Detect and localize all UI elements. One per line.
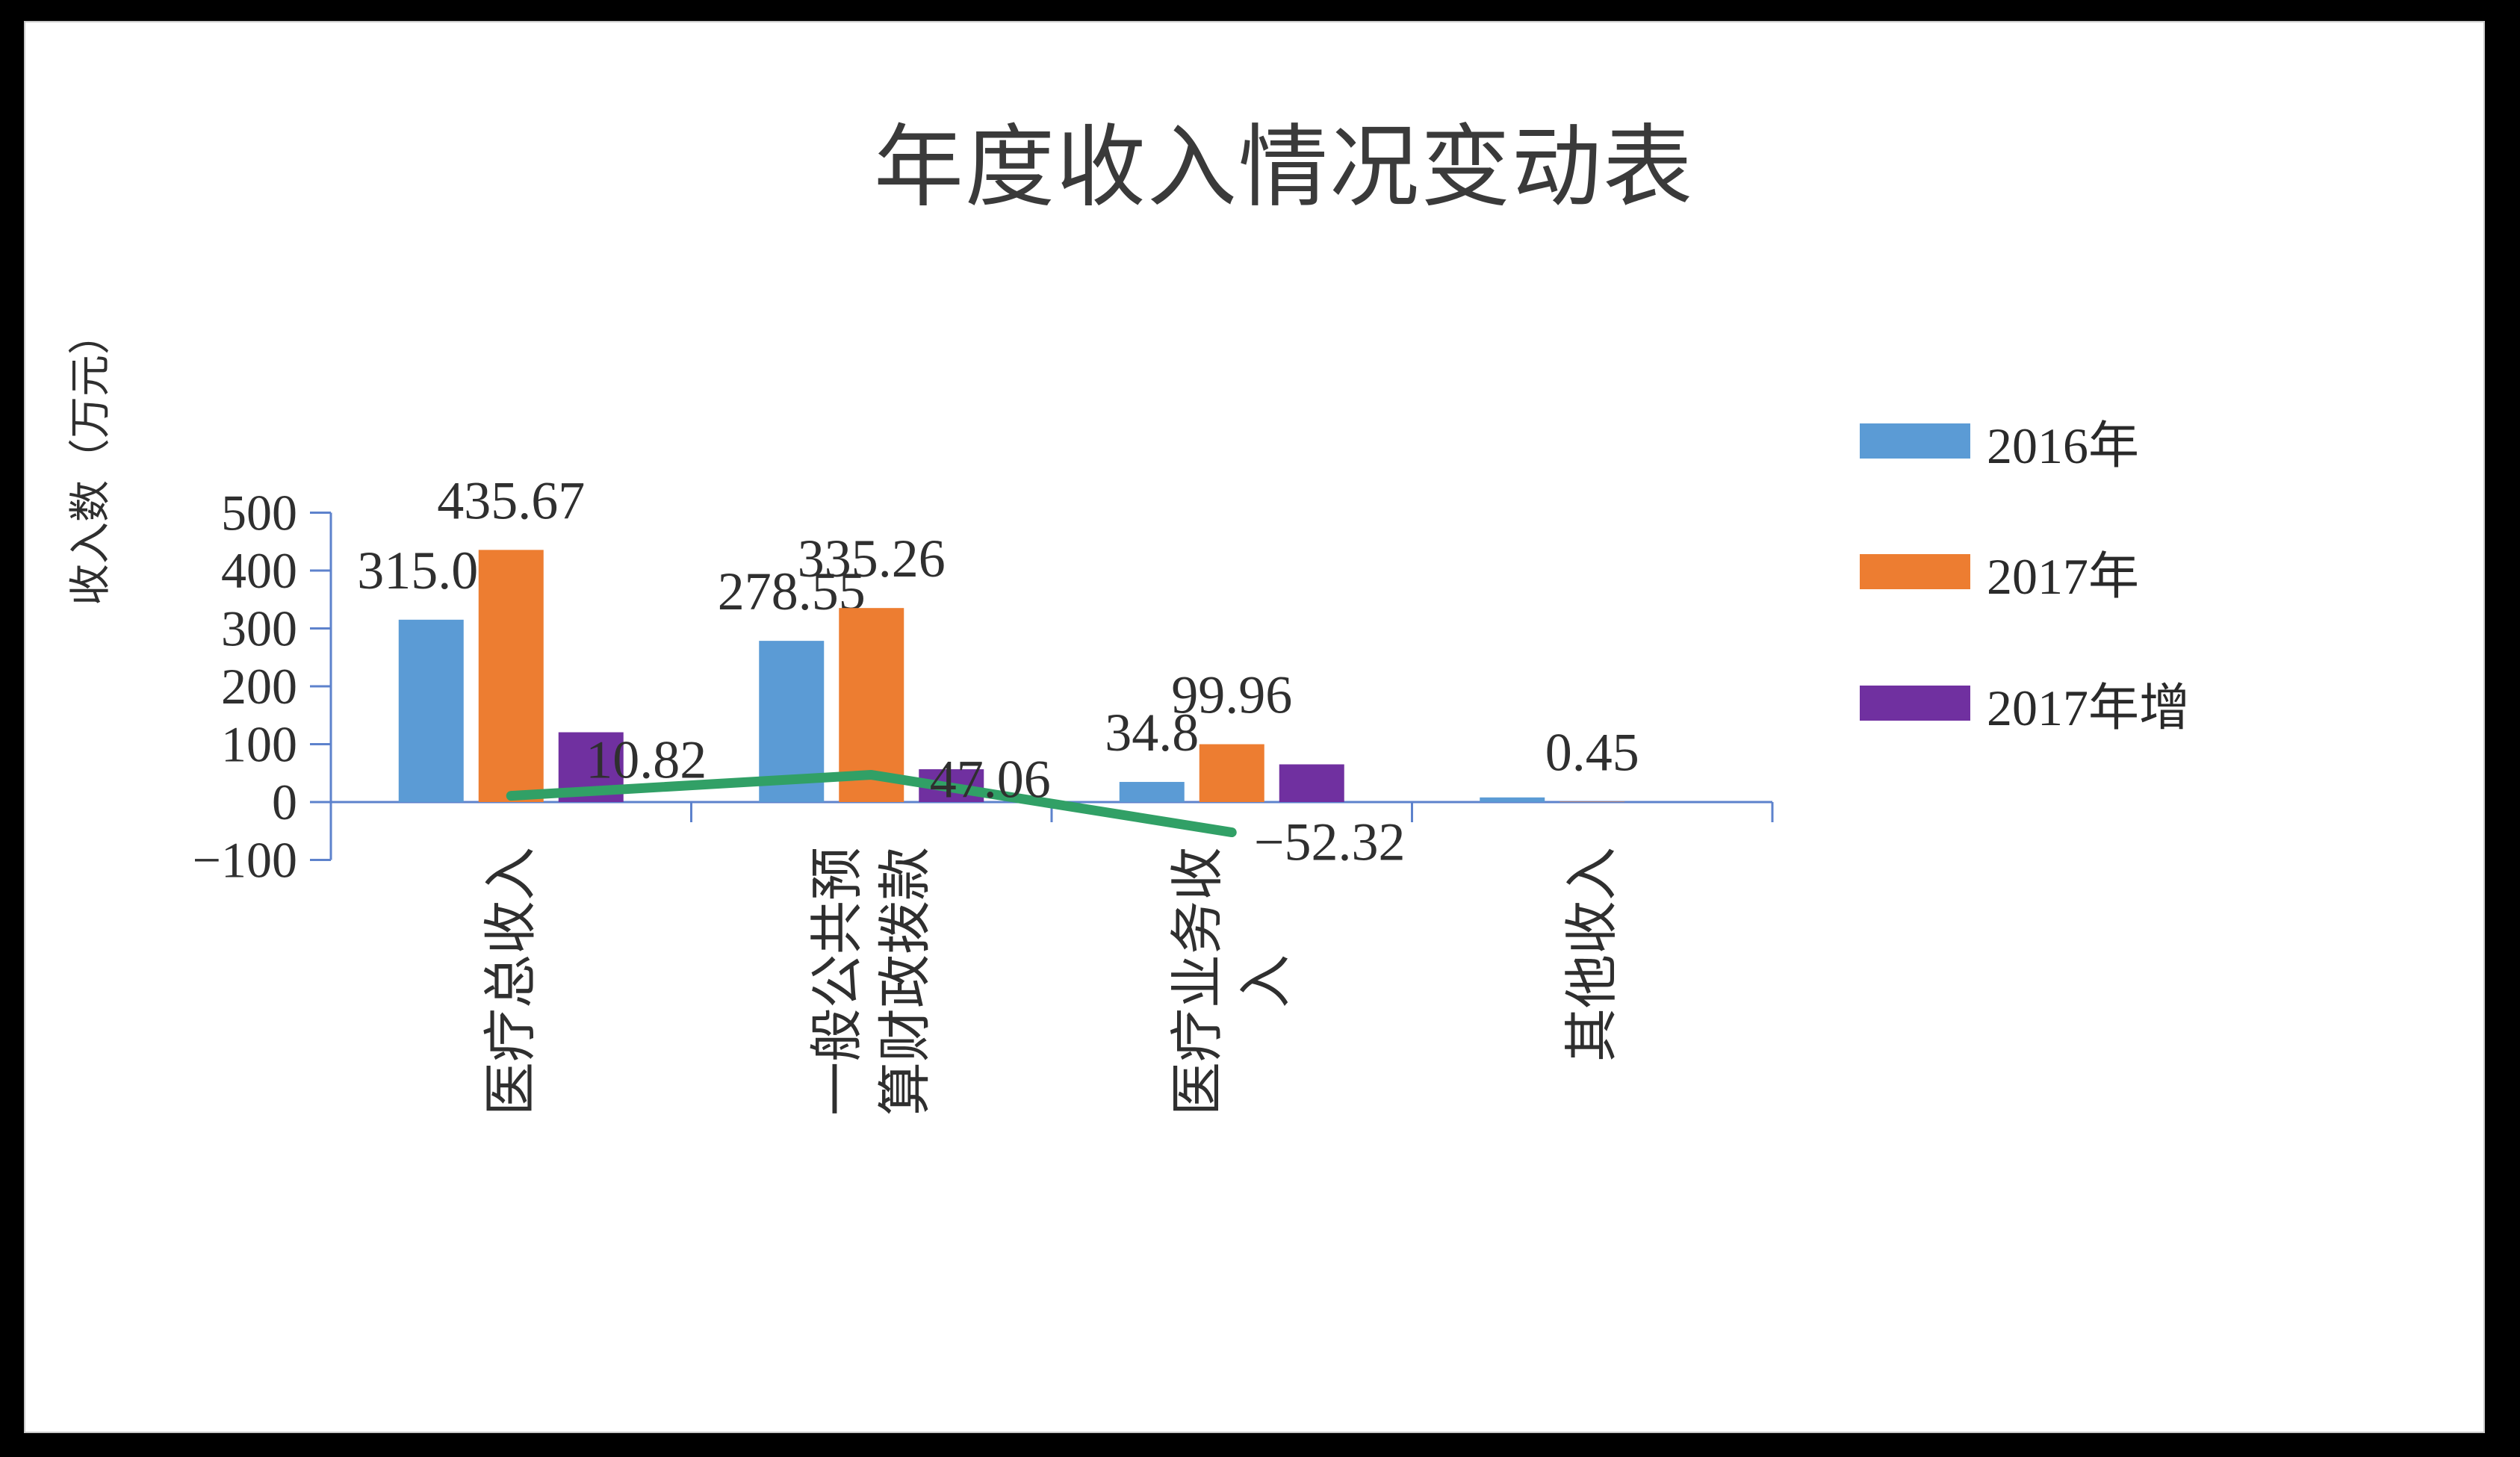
category-label: 医疗总收入 bbox=[481, 847, 541, 1116]
bar-data-label: 99.96 bbox=[1171, 665, 1292, 725]
y-axis-title: 收入数（万元） bbox=[68, 313, 114, 606]
category-label: 一般公共预 bbox=[807, 847, 867, 1116]
chart-title: 年度收入情况变动表 bbox=[874, 118, 1694, 217]
line-data-label: −52.32 bbox=[1254, 813, 1406, 872]
line-data-label: 10.82 bbox=[586, 730, 707, 790]
bar-2017年 bbox=[478, 550, 544, 802]
category-label: 其他收入 bbox=[1562, 847, 1622, 1062]
bar-2016年 bbox=[1480, 797, 1545, 802]
y-tick-label: −100 bbox=[193, 832, 297, 889]
y-tick-label: 400 bbox=[221, 542, 297, 599]
bar-data-label: 435.67 bbox=[437, 470, 585, 530]
bar-data-label: 34.8 bbox=[1105, 703, 1199, 762]
bar-2017年 bbox=[1199, 744, 1264, 802]
y-tick-label: 200 bbox=[221, 658, 297, 715]
category-label: 算财政拨款 bbox=[875, 847, 935, 1116]
line-series bbox=[506, 770, 1237, 838]
bar-data-label: 335.26 bbox=[798, 529, 946, 588]
bar-2017年 bbox=[1560, 801, 1625, 802]
bar-2017年 bbox=[839, 608, 904, 802]
category-label: 医疗业务收 bbox=[1168, 847, 1228, 1116]
bar-data-label: 0.45 bbox=[1545, 723, 1639, 783]
y-tick-label: 0 bbox=[272, 774, 297, 830]
bar-2016年 bbox=[1119, 782, 1185, 802]
bar-2016年 bbox=[398, 619, 464, 802]
category-label: 入 bbox=[1236, 954, 1296, 1008]
bar-2017年增 bbox=[1279, 764, 1344, 802]
y-tick-label: 500 bbox=[221, 485, 297, 541]
line-data-label: 47.06 bbox=[930, 750, 1051, 810]
y-tick-label: 300 bbox=[221, 600, 297, 657]
y-tick-label: 100 bbox=[221, 716, 297, 773]
